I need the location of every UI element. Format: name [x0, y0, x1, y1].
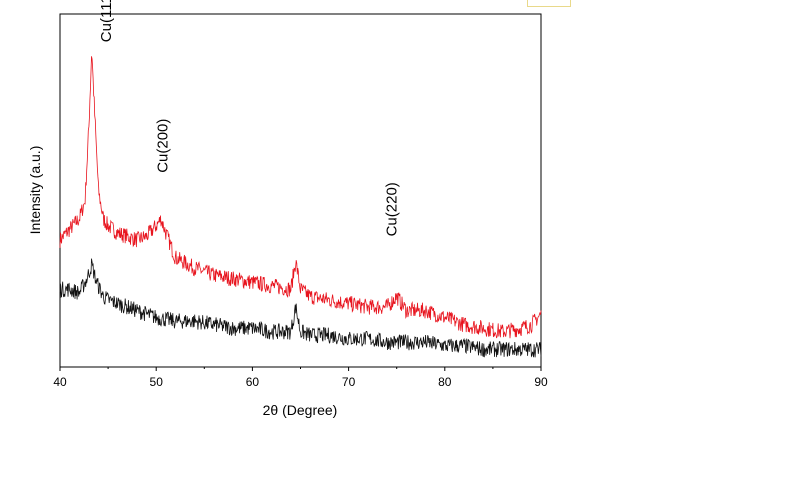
- peak-label: Cu(220): [384, 182, 401, 236]
- series-layer: [59, 56, 542, 358]
- x-tick-label: 70: [342, 375, 356, 389]
- x-tick-label: 90: [534, 375, 548, 389]
- x-tick-label: 80: [438, 375, 452, 389]
- plot-frame: [59, 13, 542, 368]
- x-tick-label: 60: [246, 375, 260, 389]
- x-tick-label: 40: [53, 375, 67, 389]
- legend-box-fragment: [527, 0, 571, 7]
- peak-label: Cu(200): [155, 119, 172, 173]
- x-tick-label: 50: [150, 375, 164, 389]
- peak-annotations: Cu(111) Cu(200) Cu(220): [98, 0, 401, 236]
- x-axis-label: 2θ (Degree): [263, 402, 338, 418]
- y-axis-label: Intensity (a.u.): [27, 146, 43, 235]
- peak-label: Cu(111): [98, 0, 115, 42]
- series-line-1: [59, 56, 542, 339]
- series-line-2: [59, 258, 542, 358]
- x-ticks: 40 50 60 70 80 90: [53, 367, 548, 389]
